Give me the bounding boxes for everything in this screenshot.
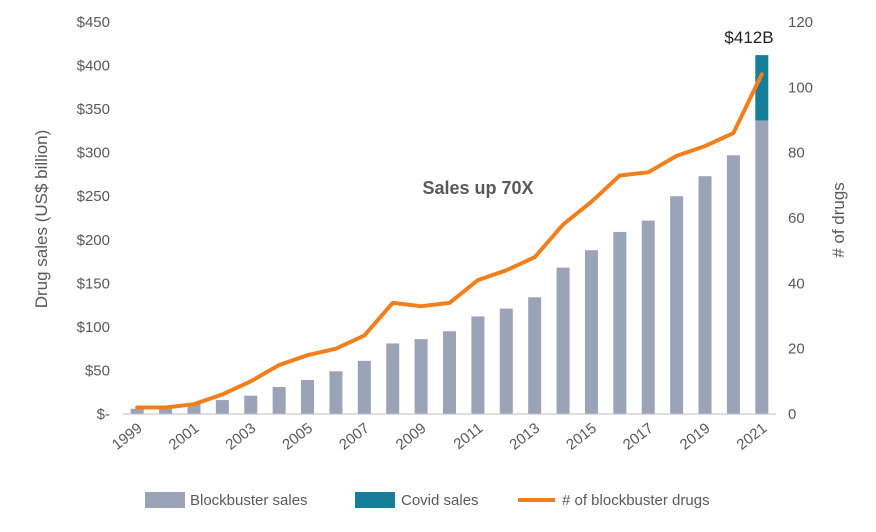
x-tick-label: 2017 bbox=[620, 420, 657, 454]
x-tick-label: 2005 bbox=[279, 420, 316, 454]
bar-blockbuster-sales-2020 bbox=[726, 155, 740, 414]
legend: Blockbuster sales Covid sales # of block… bbox=[145, 492, 710, 509]
right-y-axis: 0 20 40 60 80 100 120 bbox=[788, 14, 813, 423]
bar-blockbuster-sales-2005 bbox=[301, 380, 315, 414]
right-tick-label: 20 bbox=[788, 341, 805, 358]
bar-blockbuster-sales-2013 bbox=[528, 297, 542, 414]
bar-blockbuster-sales-2008 bbox=[386, 343, 400, 414]
legend-swatch-covid-sales bbox=[355, 492, 395, 508]
bar-blockbuster-sales-2003 bbox=[244, 395, 258, 414]
bar-blockbuster-sales-2018 bbox=[670, 196, 684, 414]
bar-blockbuster-sales-2016 bbox=[613, 231, 627, 414]
right-tick-label: 120 bbox=[788, 14, 813, 31]
point-blockbuster-drugs-2001 bbox=[192, 402, 196, 406]
right-tick-label: 100 bbox=[788, 79, 813, 96]
bar-blockbuster-sales-2017 bbox=[641, 220, 655, 414]
x-tick-label: 2021 bbox=[734, 420, 771, 454]
point-blockbuster-drugs-2019 bbox=[703, 144, 707, 148]
legend-label-blockbuster-drugs: # of blockbuster drugs bbox=[562, 492, 710, 509]
x-tick-label: 2011 bbox=[450, 420, 486, 453]
right-tick-label: 80 bbox=[788, 145, 805, 162]
total-2021-label: $412B bbox=[724, 28, 773, 47]
point-blockbuster-drugs-2008 bbox=[391, 301, 395, 305]
legend-label-blockbuster-sales: Blockbuster sales bbox=[190, 492, 308, 509]
bar-blockbuster-sales-2000 bbox=[159, 406, 173, 414]
left-tick-label: $350 bbox=[77, 101, 110, 118]
bar-blockbuster-sales-1999 bbox=[130, 408, 144, 414]
point-blockbuster-drugs-2018 bbox=[675, 154, 679, 158]
right-tick-label: 40 bbox=[788, 275, 805, 292]
bar-blockbuster-sales-2012 bbox=[499, 308, 513, 414]
point-blockbuster-drugs-2003 bbox=[249, 379, 253, 383]
point-blockbuster-drugs-1999 bbox=[135, 405, 139, 409]
point-blockbuster-drugs-2007 bbox=[362, 334, 366, 338]
left-tick-label: $300 bbox=[77, 145, 110, 162]
point-blockbuster-drugs-2012 bbox=[504, 268, 508, 272]
left-tick-label: $50 bbox=[85, 362, 110, 379]
right-axis-title: # of drugs bbox=[829, 182, 848, 258]
bar-blockbuster-sales-2014 bbox=[556, 267, 570, 414]
left-tick-label: $400 bbox=[77, 58, 110, 75]
bar-blockbuster-sales-2006 bbox=[329, 371, 343, 414]
point-blockbuster-drugs-2013 bbox=[533, 255, 537, 259]
point-blockbuster-drugs-2005 bbox=[306, 353, 310, 357]
point-blockbuster-drugs-2009 bbox=[419, 304, 423, 308]
x-tick-label: 2001 bbox=[166, 420, 203, 454]
legend-swatch-blockbuster-sales bbox=[145, 492, 185, 508]
bar-blockbuster-sales-2001 bbox=[187, 403, 201, 414]
left-tick-label: $150 bbox=[77, 275, 110, 292]
x-tick-label: 2009 bbox=[393, 420, 430, 454]
point-blockbuster-drugs-2011 bbox=[476, 278, 480, 282]
x-tick-label: 2015 bbox=[563, 420, 600, 454]
line-layer bbox=[135, 72, 764, 410]
point-blockbuster-drugs-2010 bbox=[448, 301, 451, 305]
x-tick-label: 2013 bbox=[506, 420, 543, 454]
bar-blockbuster-sales-2021 bbox=[755, 120, 769, 415]
bar-covid-sales-2021 bbox=[755, 55, 769, 121]
bar-blockbuster-sales-2010 bbox=[443, 331, 456, 414]
bar-blockbuster-sales-2007 bbox=[357, 360, 371, 414]
point-blockbuster-drugs-2014 bbox=[561, 223, 565, 227]
x-tick-label: 2003 bbox=[222, 420, 259, 454]
point-blockbuster-drugs-2017 bbox=[646, 170, 650, 174]
bars-layer bbox=[130, 55, 769, 415]
point-blockbuster-drugs-2020 bbox=[731, 131, 735, 135]
bar-blockbuster-sales-2004 bbox=[272, 386, 286, 414]
x-tick-label: 2019 bbox=[677, 420, 714, 454]
left-tick-label: $200 bbox=[77, 232, 110, 249]
right-tick-label: 60 bbox=[788, 210, 805, 227]
left-y-axis: $- $50 $100 $150 $200 $250 $300 $350 $400 $450 bbox=[77, 14, 110, 423]
x-tick-label: 1999 bbox=[109, 420, 146, 454]
bar-blockbuster-sales-2002 bbox=[215, 400, 229, 414]
point-blockbuster-drugs-2015 bbox=[589, 200, 593, 204]
left-tick-label: $250 bbox=[77, 188, 110, 205]
right-tick-label: 0 bbox=[788, 406, 796, 423]
bar-blockbuster-sales-2015 bbox=[584, 250, 598, 414]
point-blockbuster-drugs-2004 bbox=[277, 363, 281, 367]
left-tick-label: $- bbox=[97, 406, 110, 423]
x-tick-label: 2007 bbox=[336, 420, 373, 454]
point-blockbuster-drugs-2006 bbox=[334, 347, 338, 351]
bar-blockbuster-sales-2009 bbox=[414, 339, 428, 414]
point-blockbuster-drugs-2002 bbox=[220, 392, 224, 396]
sales-up-annotation: Sales up 70X bbox=[422, 178, 533, 198]
bar-blockbuster-sales-2019 bbox=[698, 176, 712, 414]
point-blockbuster-drugs-2000 bbox=[164, 405, 168, 409]
x-axis: 1999 2001 2003 2005 2007 2009 2011 2013 2015 2017… bbox=[109, 420, 770, 454]
legend-label-covid-sales: Covid sales bbox=[401, 492, 479, 509]
left-tick-label: $100 bbox=[77, 319, 110, 336]
point-blockbuster-drugs-2016 bbox=[618, 174, 622, 178]
point-blockbuster-drugs-2021 bbox=[760, 72, 764, 76]
left-tick-label: $450 bbox=[77, 14, 110, 31]
bar-blockbuster-sales-2011 bbox=[471, 316, 485, 414]
left-axis-title: Drug sales (US$ billion) bbox=[32, 130, 51, 309]
